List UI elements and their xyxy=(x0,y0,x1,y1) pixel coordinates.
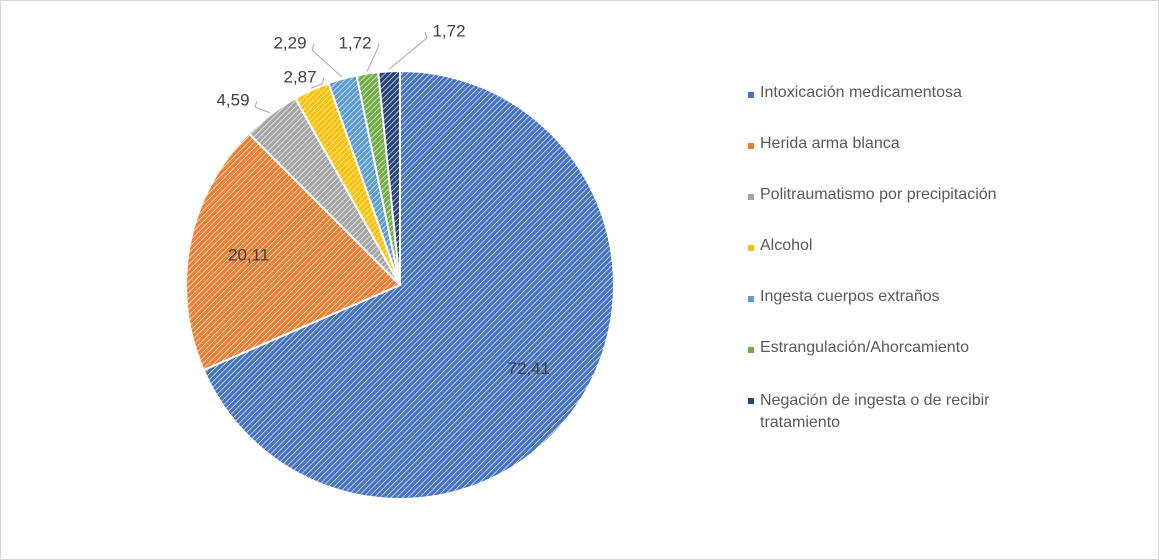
legend-label: Estrangulación/Ahorcamiento xyxy=(760,339,970,356)
data-label: 2,29 xyxy=(273,33,306,52)
legend-item: Politraumatismo por precipitación xyxy=(748,186,1038,237)
legend-swatch xyxy=(748,296,754,302)
legend-label: Alcohol xyxy=(760,237,813,254)
data-label: 1,72 xyxy=(338,33,371,52)
leader-line xyxy=(366,43,380,72)
legend-swatch xyxy=(748,194,754,200)
legend-swatch xyxy=(748,245,754,251)
pie-slice xyxy=(202,69,615,500)
legend-label: Politraumatismo por precipitación xyxy=(760,186,997,203)
pie-slice xyxy=(185,132,402,372)
legend-item: Herida arma blanca xyxy=(748,135,1038,186)
leader-line xyxy=(310,77,325,89)
legend-item: Alcohol xyxy=(748,237,1038,288)
pie-slice xyxy=(377,69,401,286)
legend-item: Negación de ingesta o de recibir tratami… xyxy=(748,390,1038,441)
legend-label: Intoxicación medicamentosa xyxy=(760,84,962,101)
data-label: 2,87 xyxy=(283,67,316,86)
data-label: 20,11 xyxy=(228,246,269,265)
legend: Intoxicación medicamentosa Herida arma bl… xyxy=(748,84,1038,441)
legend-swatch xyxy=(748,398,754,404)
legend-label: Herida arma blanca xyxy=(760,135,900,152)
legend-item: Ingesta cuerpos extraños xyxy=(748,288,1038,339)
leader-line xyxy=(311,43,343,78)
legend-swatch xyxy=(748,347,754,353)
data-label: 72,41 xyxy=(508,359,551,378)
legend-swatch xyxy=(748,92,754,98)
data-label: 1,72 xyxy=(432,21,465,40)
leader-line xyxy=(388,31,428,70)
leader-line xyxy=(254,100,270,114)
legend-label: Ingesta cuerpos extraños xyxy=(760,288,940,305)
legend-item: Intoxicación medicamentosa xyxy=(748,84,1038,135)
data-label: 4,59 xyxy=(216,90,249,109)
legend-item: Estrangulación/Ahorcamiento xyxy=(748,339,1038,390)
legend-swatch xyxy=(748,143,754,149)
legend-label: Negación de ingesta o de recibir tratami… xyxy=(760,392,990,431)
